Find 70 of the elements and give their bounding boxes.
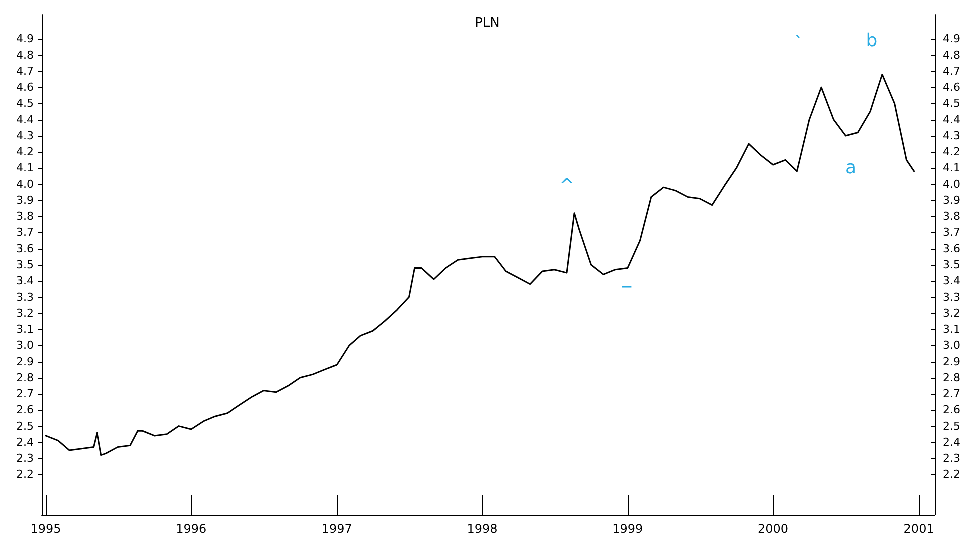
y-tick-label: 2.3 bbox=[16, 452, 34, 466]
y2-tick-label: 3.1 bbox=[943, 323, 960, 336]
y-tick-label: 2.9 bbox=[16, 355, 34, 368]
y2-tick-label: 4.4 bbox=[943, 113, 960, 126]
line-series bbox=[45, 74, 916, 456]
y-tick-label: 3.0 bbox=[16, 339, 34, 352]
annotation: ^ bbox=[559, 176, 575, 196]
annotation: a bbox=[845, 158, 857, 178]
y2-tick-label: 3.3 bbox=[943, 290, 960, 304]
y-tick-label: 3.3 bbox=[16, 290, 34, 304]
y-tick-label: 3.8 bbox=[16, 210, 34, 224]
y-tick-label: 4.3 bbox=[16, 129, 34, 142]
y-tick-label: 3.1 bbox=[16, 323, 34, 336]
x-tick-label: 2000 bbox=[758, 522, 789, 536]
x-tick-label: 1997 bbox=[322, 522, 352, 536]
y2-tick-label: 3.0 bbox=[943, 339, 960, 352]
y2-tick-label: 4.8 bbox=[943, 48, 960, 62]
y-tick-label: 3.6 bbox=[16, 242, 34, 256]
y2-tick-label: 3.7 bbox=[943, 226, 960, 240]
y-tick-label: 2.4 bbox=[16, 436, 34, 449]
y2-tick-label: 3.2 bbox=[943, 306, 960, 320]
y-tick-label: 4.2 bbox=[16, 146, 34, 159]
y-tick-label: 2.6 bbox=[16, 404, 34, 417]
annotation: ` bbox=[794, 34, 804, 54]
y-tick-label: 4.5 bbox=[16, 97, 34, 110]
y-tick-label: 4.8 bbox=[16, 48, 34, 62]
x-tick-label: 2001 bbox=[904, 522, 934, 536]
y-tick-label: 3.7 bbox=[16, 226, 34, 240]
y2-tick-label: 2.9 bbox=[943, 355, 960, 368]
y-tick-label: 2.2 bbox=[16, 468, 34, 482]
y-tick-label: 4.7 bbox=[16, 64, 34, 78]
x-tick-label: 1996 bbox=[176, 522, 207, 536]
y2-tick-label: 3.8 bbox=[943, 210, 960, 224]
y2-tick-label: 2.2 bbox=[943, 468, 960, 482]
y2-tick-label: 3.9 bbox=[943, 194, 960, 207]
y2-tick-label: 4.2 bbox=[943, 146, 960, 159]
y2-tick-label: 4.6 bbox=[943, 81, 960, 94]
y2-tick-label: 2.6 bbox=[943, 404, 960, 417]
y-tick-label: 4.6 bbox=[16, 81, 34, 94]
y2-tick-label: 4.1 bbox=[943, 162, 960, 175]
y-tick-label: 4.4 bbox=[16, 113, 34, 126]
y-tick-label: 3.9 bbox=[16, 194, 34, 207]
y2-tick-label: 4.3 bbox=[943, 129, 960, 142]
y2-tick-label: 2.7 bbox=[943, 388, 960, 401]
y-tick-label: 3.4 bbox=[16, 274, 34, 288]
y2-tick-label: 2.5 bbox=[943, 420, 960, 433]
y2-tick-label: 2.8 bbox=[943, 371, 960, 384]
annotation: b bbox=[866, 30, 878, 52]
y2-tick-label: 3.4 bbox=[943, 274, 960, 288]
x-tick-label: 1999 bbox=[612, 522, 644, 536]
annotation: _ bbox=[622, 268, 632, 288]
y2-tick-label: 4.0 bbox=[943, 178, 960, 191]
y-tick-label: 3.2 bbox=[16, 306, 34, 320]
y2-tick-label: 4.5 bbox=[943, 97, 960, 110]
y-tick-label: 3.5 bbox=[16, 258, 34, 272]
y2-tick-label: 2.3 bbox=[943, 452, 960, 466]
y2-tick-label: 4.7 bbox=[943, 64, 960, 78]
y-tick-label: 2.8 bbox=[16, 371, 34, 384]
y-tick-label: 4.0 bbox=[16, 178, 34, 191]
y-tick-label: 4.1 bbox=[16, 162, 34, 175]
y-tick-label: 2.5 bbox=[16, 420, 34, 433]
y2-tick-label: 4.9 bbox=[943, 32, 960, 46]
x-tick-label: 1998 bbox=[467, 522, 498, 536]
y2-tick-label: 2.4 bbox=[943, 436, 960, 449]
chart-title: PLN bbox=[475, 16, 500, 31]
y-tick-label: 4.9 bbox=[16, 32, 34, 46]
x-tick-label: 1995 bbox=[30, 522, 62, 536]
y-tick-label: 2.7 bbox=[16, 388, 34, 401]
y2-tick-label: 3.5 bbox=[943, 258, 960, 272]
y2-tick-label: 3.6 bbox=[943, 242, 960, 256]
